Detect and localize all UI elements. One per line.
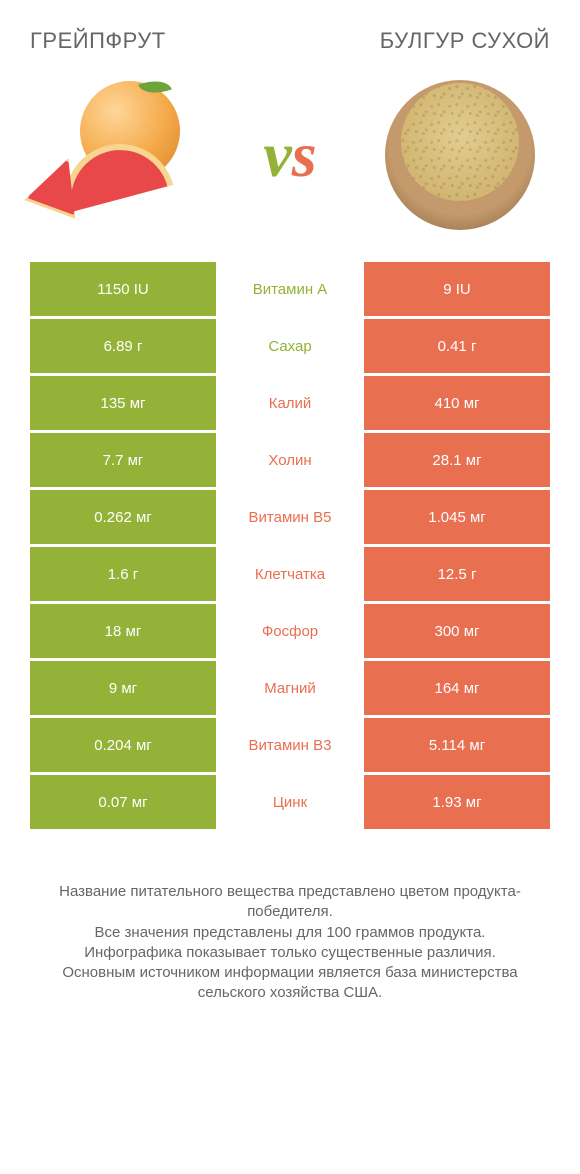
nutrient-label: Клетчатка [216,547,364,601]
bowl-inner [401,83,519,201]
nutrient-label: Калий [216,376,364,430]
table-row: 1.6 гКлетчатка12.5 г [30,547,550,601]
value-right: 28.1 мг [364,433,550,487]
value-right: 1.045 мг [364,490,550,544]
table-row: 6.89 гСахар0.41 г [30,319,550,373]
vs-label: vs [263,118,316,192]
value-left: 1.6 г [30,547,216,601]
food-right-title: БУЛГУР СУХОЙ [350,28,550,54]
grapefruit-illustration [30,75,210,235]
value-left: 7.7 мг [30,433,216,487]
footnote-line: Все значения представлены для 100 граммо… [95,924,486,941]
footnote: Название питательного вещества представл… [0,832,580,1004]
value-right: 1.93 мг [364,775,550,829]
bulgur-grain [401,83,519,201]
value-right: 300 мг [364,604,550,658]
nutrient-label: Цинк [216,775,364,829]
value-left: 135 мг [30,376,216,430]
table-row: 0.204 мгВитамин B35.114 мг [30,718,550,772]
footnote-line: Инфографика показывает только существенн… [84,944,496,961]
table-row: 18 мгФосфор300 мг [30,604,550,658]
nutrient-label: Сахар [216,319,364,373]
value-right: 0.41 г [364,319,550,373]
nutrient-label: Магний [216,661,364,715]
value-right: 9 IU [364,262,550,316]
images-row: vs [0,62,580,262]
header: ГРЕЙПФРУТ БУЛГУР СУХОЙ [0,0,580,62]
table-row: 9 мгМагний164 мг [30,661,550,715]
food-left-title: ГРЕЙПФРУТ [30,28,230,54]
bulgur-illustration [370,75,550,235]
value-left: 18 мг [30,604,216,658]
nutrient-label: Холин [216,433,364,487]
value-left: 0.204 мг [30,718,216,772]
table-row: 0.262 мгВитамин B51.045 мг [30,490,550,544]
value-left: 9 мг [30,661,216,715]
value-right: 410 мг [364,376,550,430]
value-right: 164 мг [364,661,550,715]
footnote-line: Название питательного вещества представл… [59,883,521,920]
value-left: 6.89 г [30,319,216,373]
table-row: 7.7 мгХолин28.1 мг [30,433,550,487]
nutrient-label: Витамин B5 [216,490,364,544]
nutrient-label: Витамин B3 [216,718,364,772]
comparison-table: 1150 IUВитамин A9 IU6.89 гСахар0.41 г135… [0,262,580,829]
nutrient-label: Витамин A [216,262,364,316]
value-left: 0.07 мг [30,775,216,829]
nutrient-label: Фосфор [216,604,364,658]
value-left: 1150 IU [30,262,216,316]
value-left: 0.262 мг [30,490,216,544]
table-row: 1150 IUВитамин A9 IU [30,262,550,316]
footnote-line: Основным источником информации является … [62,964,517,1001]
table-row: 0.07 мгЦинк1.93 мг [30,775,550,829]
value-right: 12.5 г [364,547,550,601]
value-right: 5.114 мг [364,718,550,772]
table-row: 135 мгКалий410 мг [30,376,550,430]
